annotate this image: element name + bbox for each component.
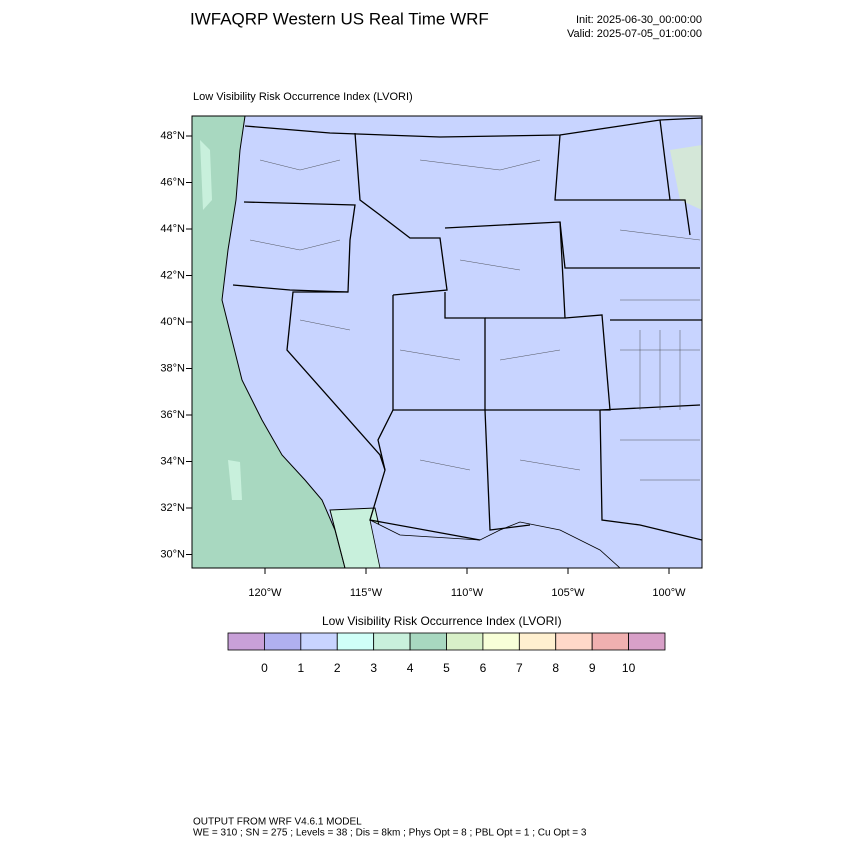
lat-label: 40°N [160, 316, 185, 328]
ocean-patch [200, 140, 212, 210]
lon-label: 105°W [551, 587, 585, 599]
lon-label: 120°W [248, 587, 282, 599]
county-lines [249, 159, 701, 481]
map-frame [191, 115, 703, 569]
mexico-land [369, 519, 621, 568]
colorbar-label: 8 [552, 661, 559, 675]
colorbar-label: 0 [261, 661, 268, 675]
colorbar-box [591, 632, 629, 651]
colorbar-label: 1 [297, 661, 304, 675]
lon-label: 100°W [652, 587, 686, 599]
colorbar-box [518, 632, 557, 651]
colorbar-title: Low Visibility Risk Occurrence Index (LV… [322, 614, 562, 628]
map-title: Low Visibility Risk Occurrence Index (LV… [193, 91, 413, 103]
map [191, 115, 703, 569]
colorbar-label: 7 [516, 661, 523, 675]
lon-label: 110°W [451, 587, 484, 599]
colorbar-box [264, 632, 302, 651]
lat-label: 42°N [160, 269, 185, 281]
colorbar-label: 3 [370, 661, 377, 675]
init-time: Init: 2025-06-30_00:00:00 [576, 14, 702, 26]
colorbar-box [227, 632, 265, 651]
lat-label: 36°N [160, 409, 185, 421]
risk-patch [670, 145, 702, 210]
colorbar-label: 4 [407, 661, 414, 675]
colorbar-box [336, 632, 375, 651]
colorbar-box [373, 632, 411, 651]
ocean-patch [228, 460, 242, 500]
colorbar-label: 10 [622, 661, 636, 675]
footer-line: WE = 310 ; SN = 275 ; Levels = 38 ; Dis … [193, 828, 587, 839]
title: IWFAQRP Western US Real Time WRF [190, 9, 489, 28]
colorbar-box [300, 632, 338, 651]
colorbar-box [628, 632, 666, 651]
lat-label: 38°N [160, 362, 185, 374]
colorbar-label: 5 [443, 661, 450, 675]
colorbar-box [446, 632, 484, 651]
colorbar-box [482, 632, 520, 651]
lon-label: 115°W [350, 587, 383, 599]
valid-time: Valid: 2025-07-05_01:00:00 [567, 28, 702, 40]
state-borders [232, 117, 702, 541]
lat-label: 48°N [160, 130, 185, 142]
colorbar-box [555, 632, 593, 651]
colorbar-label: 6 [480, 661, 487, 675]
colorbar-box [409, 632, 447, 651]
colorbar-label: 9 [589, 661, 596, 675]
lat-label: 46°N [160, 176, 185, 188]
lat-label: 32°N [160, 502, 185, 514]
lat-label: 30°N [160, 548, 185, 560]
footer-line: OUTPUT FROM WRF V4.6.1 MODEL [193, 817, 362, 828]
colorbar-label: 2 [334, 661, 341, 675]
lat-label: 44°N [160, 223, 185, 235]
lat-label: 34°N [160, 455, 185, 467]
